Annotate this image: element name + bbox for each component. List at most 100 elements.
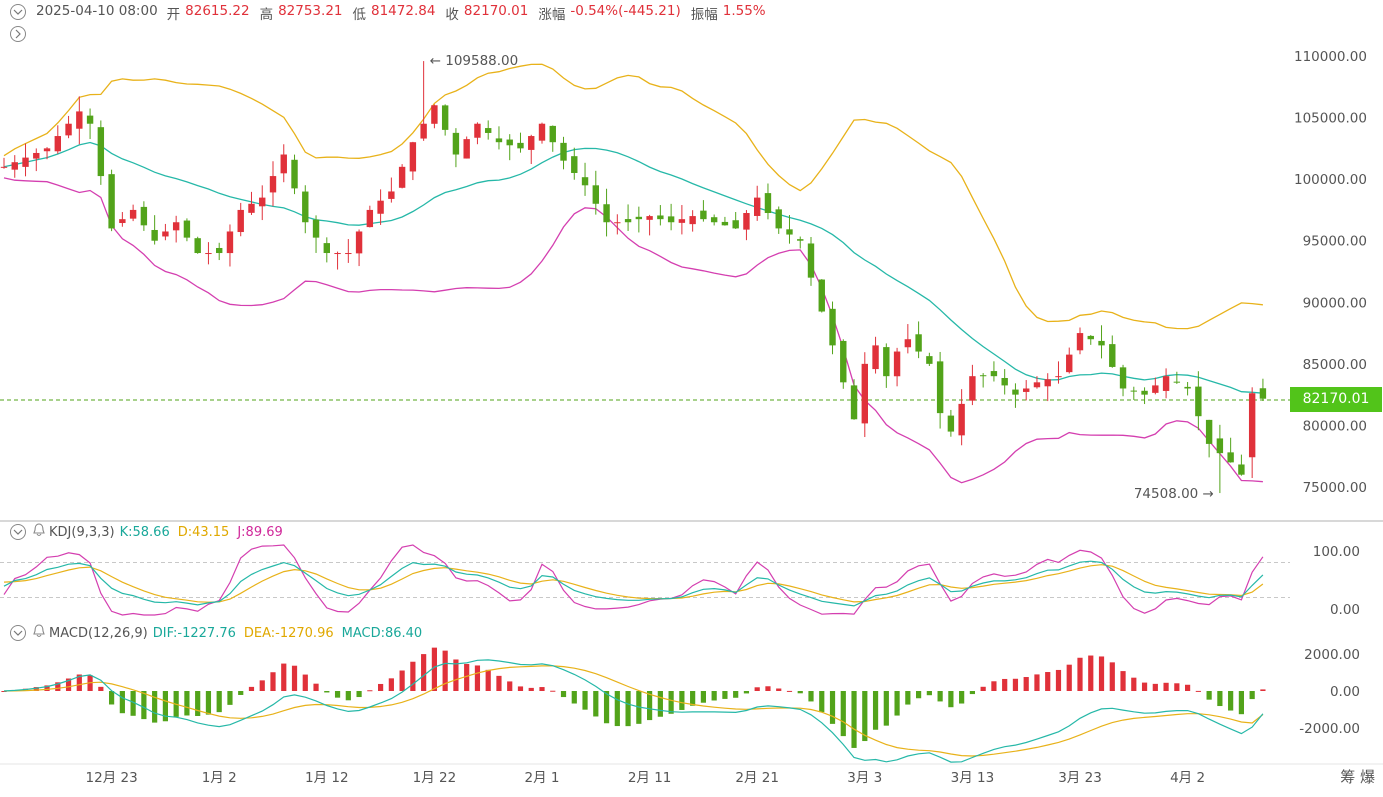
macd-collapse-icon[interactable]: [10, 625, 26, 641]
candle-body: [194, 238, 201, 254]
macd-histogram-bar: [216, 691, 222, 713]
candle-body: [183, 220, 191, 238]
macd-histogram-bar: [1185, 684, 1191, 691]
macd-histogram-bar: [109, 691, 115, 705]
open-value: 82615.22: [185, 3, 250, 19]
candle-body: [33, 152, 40, 159]
time-axis-label: 2月 21: [735, 770, 779, 786]
candle-body: [431, 105, 438, 124]
candle-body: [485, 128, 492, 133]
macd-histogram-bar: [1012, 678, 1019, 691]
macd-histogram-bar: [862, 691, 868, 742]
candle-body: [883, 347, 890, 377]
candle-body: [624, 219, 632, 223]
candle-body: [549, 125, 556, 143]
candle-body: [861, 363, 868, 424]
time-axis-label: 4月 2: [1170, 770, 1205, 786]
candle-body: [872, 345, 879, 370]
candle-body: [11, 162, 18, 170]
candle-body: [1098, 340, 1105, 346]
time-axis-label: 3月 23: [1058, 770, 1102, 786]
macd-histogram-bar: [334, 691, 341, 698]
macd-histogram-bar: [1109, 662, 1115, 691]
kdj-d: D:43.15: [177, 524, 230, 540]
candle-body: [926, 356, 933, 364]
macd-histogram-bar: [1120, 671, 1126, 691]
candle-body: [1238, 464, 1245, 475]
candle-body: [1066, 354, 1073, 373]
macd-histogram-bar: [378, 683, 384, 691]
macd-histogram-bar: [916, 691, 922, 699]
candle-body: [1195, 386, 1202, 417]
macd-dea: DEA:-1270.96: [243, 625, 334, 641]
candle-body: [915, 334, 922, 352]
macd-histogram-bar: [786, 690, 793, 692]
candle-body: [829, 308, 836, 346]
macd-histogram-bar: [733, 691, 739, 698]
change-value: -0.54%(-445.21): [570, 3, 681, 19]
macd-histogram-bar: [1131, 677, 1137, 691]
macd-histogram-bar: [474, 665, 481, 691]
macd-histogram-bar: [431, 647, 437, 691]
kdj-name: KDJ(9,3,3): [49, 524, 115, 540]
macd-histogram-bar: [571, 691, 577, 704]
high-price-marker: ← 109588.00: [430, 53, 519, 69]
bell-icon[interactable]: [32, 624, 46, 642]
candle-body: [646, 216, 653, 220]
macd-histogram-bar: [302, 674, 308, 691]
candle-body: [754, 197, 761, 216]
macd-histogram-bar: [819, 691, 825, 713]
macd-histogram-bar: [1174, 683, 1180, 691]
macd-dif: DIF:-1227.76: [152, 625, 236, 641]
time-axis-label: 2月 11: [628, 770, 672, 786]
macd-histogram-bar: [195, 691, 201, 716]
candle-body: [1119, 367, 1127, 389]
macd-histogram-bar: [743, 691, 750, 694]
macd-histogram-bar: [1002, 678, 1008, 691]
high-value: 82753.21: [278, 3, 343, 19]
kdj-collapse-icon[interactable]: [10, 524, 26, 540]
kdj-axis-label: 100.00: [1313, 544, 1360, 560]
macd-axis-label: 2000.00: [1304, 647, 1360, 663]
price-axis-label: 90000.00: [1303, 295, 1367, 311]
collapse-chevron-icon[interactable]: [10, 4, 26, 20]
candle-body: [312, 219, 320, 238]
macd-histogram-bar: [152, 691, 158, 723]
macd-histogram-bar: [1249, 691, 1255, 700]
candle-body: [162, 231, 169, 237]
bell-icon[interactable]: [32, 523, 46, 541]
macd-histogram-bar: [991, 681, 997, 691]
candle-body: [1023, 388, 1030, 392]
macd-histogram-bar: [1045, 672, 1051, 691]
macd-histogram-bar: [560, 691, 567, 698]
candle-body: [1055, 376, 1062, 378]
macd-histogram-bar: [238, 691, 244, 695]
amplitude-value: 1.55%: [722, 3, 766, 19]
time-axis-label: 3月 13: [951, 770, 995, 786]
boll-upper-line: [3, 63, 1263, 330]
macd-histogram-bar: [184, 691, 190, 716]
macd-histogram-bar: [162, 691, 168, 722]
candle-body: [355, 231, 363, 254]
candle-body: [205, 253, 212, 255]
open-label: 开: [166, 7, 181, 23]
expand-chevron-icon[interactable]: [10, 26, 26, 42]
candle-body: [259, 197, 266, 207]
macd-histogram-bar: [808, 691, 814, 702]
candle-body: [280, 154, 287, 174]
kdj-k-line: [3, 560, 1264, 607]
bottom-right-tools[interactable]: 筹 爆: [1340, 768, 1375, 786]
macd-histogram-bar: [65, 678, 72, 691]
macd-histogram-bar: [496, 675, 502, 691]
price-axis-label: 110000.00: [1294, 49, 1367, 65]
macd-histogram-bar: [517, 686, 524, 691]
candle-body: [86, 115, 94, 124]
macd-histogram-bar: [593, 691, 599, 717]
candle-body: [710, 217, 718, 223]
candle-body: [119, 219, 126, 224]
macd-histogram-bar: [1152, 683, 1158, 691]
candle-body: [248, 203, 255, 213]
candle-body: [76, 111, 83, 129]
macd-histogram-bar: [270, 672, 276, 691]
